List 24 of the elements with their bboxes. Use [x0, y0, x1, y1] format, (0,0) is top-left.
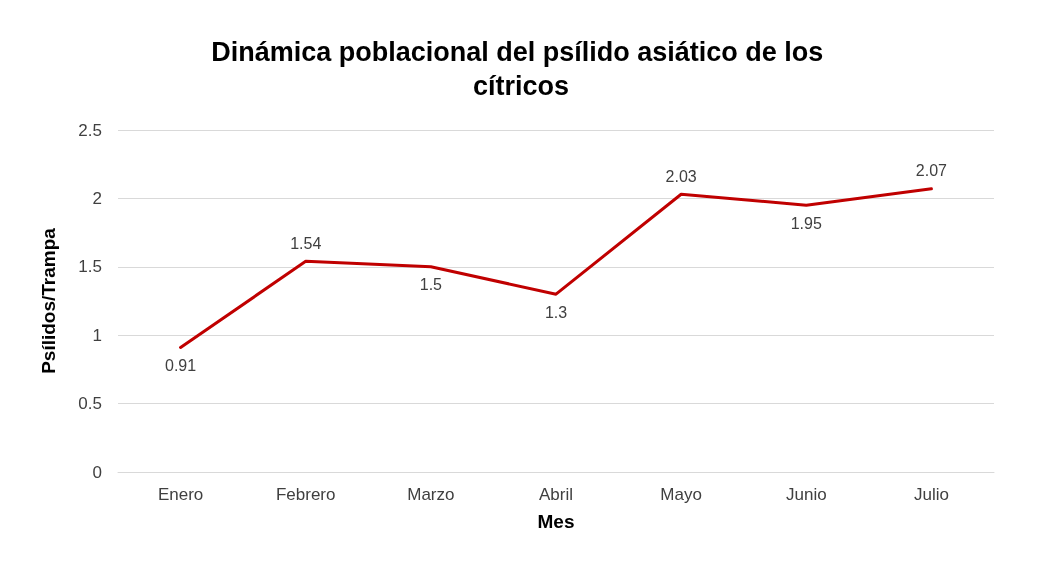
- y-tick-label: 1.5: [78, 257, 102, 277]
- x-tick-label: Febrero: [275, 485, 336, 504]
- x-tick-label: Junio: [785, 485, 827, 504]
- x-tick-label: Marzo: [407, 485, 455, 504]
- data-label: 2.03: [665, 167, 697, 185]
- data-label: 1.95: [790, 214, 822, 232]
- x-tick-label: Julio: [913, 485, 949, 504]
- data-label: 1.5: [419, 276, 443, 294]
- y-tick-label: 0.5: [78, 394, 102, 414]
- x-axis-title: Mes: [537, 511, 575, 532]
- chart-title: Dinámica poblacional del psílido asiático de los cítricos: [211, 37, 831, 101]
- y-tick-label: 2.5: [78, 120, 102, 140]
- y-tick-label: 2: [92, 188, 102, 208]
- data-label: 1.3: [544, 303, 568, 321]
- data-label: 0.91: [165, 357, 197, 375]
- y-tick-label: 0: [92, 462, 102, 482]
- x-tick-label: Mayo: [660, 485, 702, 504]
- y-tick-label: 1: [92, 325, 102, 345]
- line-series: [179, 187, 933, 350]
- data-label: 2.07: [915, 162, 948, 180]
- x-tick-label: Enero: [157, 485, 204, 504]
- x-tick-label: Abril: [538, 485, 574, 504]
- data-label: 1.54: [290, 234, 322, 252]
- y-axis-title: Psílidos/Trampa: [38, 227, 59, 374]
